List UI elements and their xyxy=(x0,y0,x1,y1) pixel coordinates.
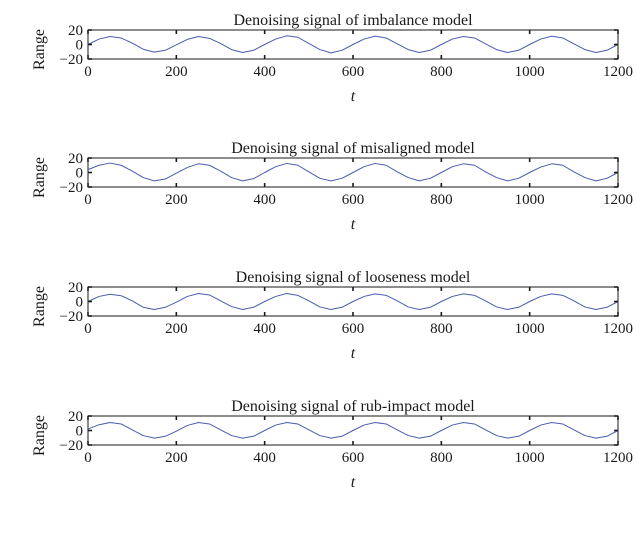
x-tick-label: 200 xyxy=(165,321,188,337)
x-tick-label: 200 xyxy=(165,192,188,208)
x-tick-label: 800 xyxy=(430,192,453,208)
y-tick-label: 20 xyxy=(68,23,83,39)
chart-title: Denoising signal of imbalance model xyxy=(233,12,473,29)
x-axis-label: t xyxy=(351,216,356,233)
x-axis-label: t xyxy=(351,474,356,491)
chart-title: Denoising signal of looseness model xyxy=(236,269,471,286)
y-tick-label: 20 xyxy=(68,409,83,425)
y-tick-label: −20 xyxy=(60,309,83,325)
x-tick-label: 200 xyxy=(165,64,188,80)
x-tick-label: 0 xyxy=(84,321,92,337)
y-tick-label: 0 xyxy=(76,38,84,54)
signal-line xyxy=(87,422,619,439)
x-tick-label: 800 xyxy=(430,64,453,80)
signal-line xyxy=(87,162,619,182)
y-tick-label: −20 xyxy=(60,180,83,196)
x-tick-label: 200 xyxy=(165,450,188,466)
y-axis-label: Range xyxy=(31,157,48,198)
y-axis-label: Range xyxy=(31,415,48,456)
y-tick-label: 20 xyxy=(68,280,83,296)
y-tick-label: 0 xyxy=(76,424,84,440)
chart-title: Denoising signal of misaligned model xyxy=(231,140,475,157)
signal-line xyxy=(87,293,619,310)
x-tick-label: 600 xyxy=(342,192,365,208)
x-tick-label: 1000 xyxy=(515,192,545,208)
x-tick-label: 800 xyxy=(430,450,453,466)
x-axis-label: t xyxy=(351,345,356,362)
x-tick-label: 400 xyxy=(253,192,276,208)
y-axis-label: Range xyxy=(31,29,48,70)
x-tick-label: 0 xyxy=(84,64,92,80)
x-tick-label: 1200 xyxy=(603,321,633,337)
x-tick-label: 400 xyxy=(253,64,276,80)
x-tick-label: 600 xyxy=(342,450,365,466)
x-tick-label: 600 xyxy=(342,64,365,80)
x-tick-label: 800 xyxy=(430,321,453,337)
x-tick-label: 0 xyxy=(84,450,92,466)
x-tick-label: 1200 xyxy=(603,450,633,466)
x-tick-label: 600 xyxy=(342,321,365,337)
y-tick-label: 20 xyxy=(68,151,83,167)
signal-line xyxy=(87,35,619,54)
x-tick-label: 1000 xyxy=(515,450,545,466)
x-tick-label: 1000 xyxy=(515,64,545,80)
y-tick-label: −20 xyxy=(60,52,83,68)
x-tick-label: 1200 xyxy=(603,64,633,80)
x-axis-label: t xyxy=(351,88,356,105)
x-tick-label: 1000 xyxy=(515,321,545,337)
y-tick-label: −20 xyxy=(60,438,83,454)
x-tick-label: 0 xyxy=(84,192,92,208)
x-tick-label: 400 xyxy=(253,450,276,466)
x-tick-label: 1200 xyxy=(603,192,633,208)
y-tick-label: 0 xyxy=(76,295,84,311)
y-tick-label: 0 xyxy=(76,166,84,182)
chart-title: Denoising signal of rub-impact model xyxy=(231,398,475,415)
y-axis-label: Range xyxy=(31,286,48,327)
x-tick-label: 400 xyxy=(253,321,276,337)
